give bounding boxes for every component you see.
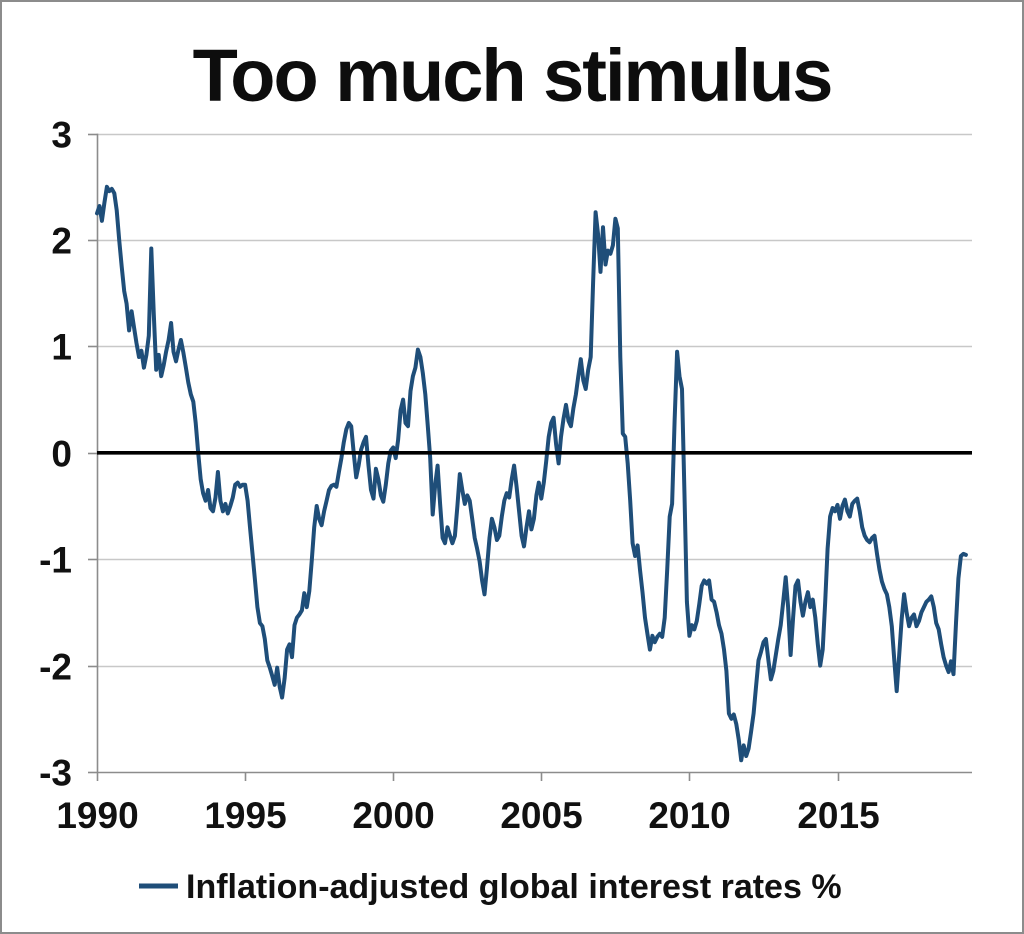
- y-tick-label: -1: [39, 540, 72, 581]
- chart-title: Too much stimulus: [193, 34, 832, 117]
- x-tick-label: 1995: [204, 795, 286, 836]
- gridlines: [97, 133, 972, 668]
- x-tick-label: 2005: [500, 795, 582, 836]
- legend-label: Inflation-adjusted global interest rates…: [186, 868, 842, 906]
- y-tick-label: -3: [39, 753, 72, 794]
- y-tick-label: 2: [51, 221, 72, 262]
- y-tick-label: 0: [51, 434, 72, 475]
- x-tick-label: 2000: [352, 795, 434, 836]
- y-tick-label: -2: [39, 647, 72, 688]
- data-series: [95, 184, 968, 763]
- x-tick-label: 1990: [56, 795, 138, 836]
- interest-rate-line: [95, 184, 968, 763]
- x-tick-label: 2010: [648, 795, 730, 836]
- legend: Inflation-adjusted global interest rates…: [139, 868, 842, 906]
- y-tick-label: 3: [51, 115, 72, 156]
- y-tick-label: 1: [51, 327, 72, 368]
- x-tick-label: 2015: [797, 795, 879, 836]
